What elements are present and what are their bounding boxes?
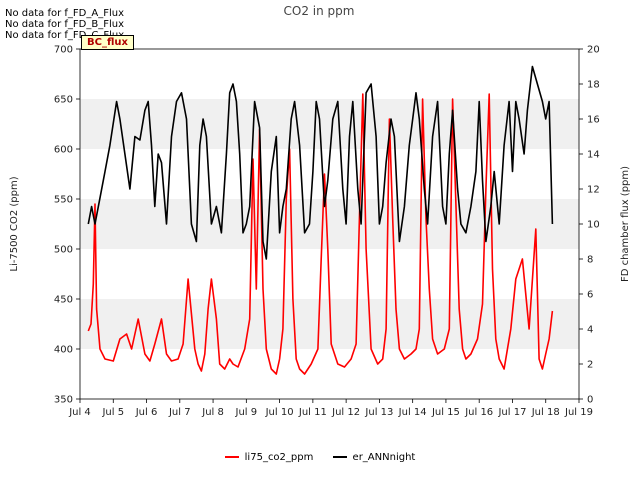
- y-tick-label: 700: [54, 45, 73, 56]
- no-data-note: No data for f_FD_A_Flux: [5, 8, 125, 19]
- no-data-note: No data for f_FD_B_Flux: [5, 19, 125, 30]
- y2-tick-label: 6: [587, 290, 593, 301]
- x-tick-label: Jul 19: [564, 407, 593, 418]
- no-data-notes: No data for f_FD_A_Flux No data for f_FD…: [5, 8, 124, 41]
- y-tick-label: 350: [54, 395, 73, 406]
- y2-tick-label: 4: [587, 325, 593, 336]
- y-tick-label: 550: [54, 195, 73, 206]
- x-tick-label: Jul 16: [464, 407, 493, 418]
- y-tick-label: 650: [54, 95, 73, 106]
- x-tick-label: Jul 10: [265, 407, 294, 418]
- y-axis-left: 350 400 450 500 550 600 650 700: [54, 45, 80, 406]
- y2-tick-label: 20: [587, 45, 600, 56]
- grid-band: [80, 99, 579, 149]
- legend-swatch-black: [332, 456, 347, 458]
- legend: li75_co2_ppm er_ANNnight: [0, 452, 640, 463]
- series-line-er-annnight: [87, 65, 554, 260]
- y-axis-right-label: FD chamber flux (ppm): [620, 166, 631, 282]
- x-tick-label: Jul 9: [235, 407, 258, 418]
- legend-label: er_ANNnight: [352, 452, 416, 463]
- x-tick-label: Jul 6: [135, 407, 158, 418]
- x-tick-label: Jul 5: [101, 407, 124, 418]
- x-axis: Jul 4 Jul 5 Jul 6 Jul 7 Jul 8 Jul 9 Jul 10 Jul …: [68, 399, 593, 418]
- series-line-li75-co2-ppm: [87, 93, 554, 375]
- y-axis-right: 0 2 4 6 8 10 12 14 16 18 20: [579, 45, 600, 406]
- y2-tick-label: 2: [587, 360, 593, 371]
- y2-tick-label: 14: [587, 150, 600, 161]
- y-tick-label: 400: [54, 345, 73, 356]
- grid-band: [80, 199, 579, 249]
- legend-item-er-annnight: er_ANNnight: [332, 452, 416, 463]
- y-tick-label: 450: [54, 295, 73, 306]
- x-tick-label: Jul 17: [497, 407, 526, 418]
- legend-swatch-red: [224, 456, 239, 458]
- y-axis-left-label: Li-7500 CO2 (ppm): [9, 176, 20, 271]
- y2-tick-label: 8: [587, 255, 593, 266]
- x-tick-label: Jul 13: [364, 407, 393, 418]
- no-data-note: No data for f_FD_C_Flux: [5, 30, 125, 41]
- x-tick-label: Jul 14: [398, 407, 427, 418]
- y-tick-label: 600: [54, 145, 73, 156]
- x-tick-label: Jul 11: [298, 407, 327, 418]
- y2-tick-label: 12: [587, 185, 600, 196]
- y2-tick-label: 0: [587, 395, 593, 406]
- x-tick-label: Jul 15: [431, 407, 460, 418]
- y2-tick-label: 18: [587, 80, 600, 91]
- y2-tick-label: 16: [587, 115, 600, 126]
- series-layer: [87, 65, 554, 375]
- bc-flux-badge: BC_flux: [81, 35, 134, 50]
- x-tick-label: Jul 7: [168, 407, 191, 418]
- chart-title: CO2 in ppm: [284, 4, 355, 18]
- legend-label: li75_co2_ppm: [244, 452, 314, 463]
- y2-tick-label: 10: [587, 220, 600, 231]
- x-tick-label: Jul 18: [531, 407, 560, 418]
- x-tick-label: Jul 4: [68, 407, 91, 418]
- legend-item-li75: li75_co2_ppm: [224, 452, 314, 463]
- x-tick-label: Jul 12: [331, 407, 360, 418]
- y-tick-label: 500: [54, 245, 73, 256]
- x-tick-label: Jul 8: [201, 407, 224, 418]
